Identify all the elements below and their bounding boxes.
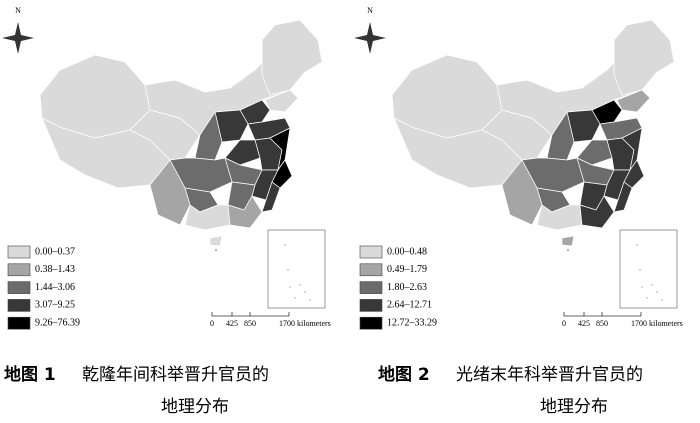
inset-island — [309, 299, 311, 301]
province — [264, 89, 299, 113]
legend-swatch — [359, 281, 383, 294]
inset-island — [641, 286, 643, 288]
compass-rose — [2, 22, 34, 54]
inset-island — [287, 269, 289, 271]
island — [567, 249, 569, 251]
inset-frame — [619, 229, 678, 309]
caption-label: 地图 2 — [378, 364, 430, 385]
inset-island — [646, 297, 648, 299]
legend-swatch — [7, 263, 31, 277]
legend-label: 0.38–1.43 — [35, 264, 75, 275]
inset-island — [299, 284, 301, 286]
province — [261, 19, 323, 96]
caption-title: 乾隆年间科举晋升官员的 — [82, 365, 269, 385]
inset-island — [294, 297, 296, 299]
province — [613, 19, 675, 96]
legend-swatch — [359, 245, 383, 259]
scale-label: 1700 kilometers — [279, 319, 331, 328]
legend-label: 12.72–33.29 — [387, 317, 437, 328]
province — [579, 195, 615, 229]
inset-frame — [267, 229, 326, 309]
province — [194, 111, 223, 161]
map-panel: N 0.00–0.37 0.38–1.43 1.44–3.06 3.07–9.25 9.2… — [2, 6, 331, 417]
legend-label: 0.00–0.48 — [387, 246, 427, 257]
inset-island — [651, 284, 653, 286]
inset-island — [661, 299, 663, 301]
legend-label: 1.80–2.63 — [387, 282, 427, 293]
compass-rose — [354, 22, 386, 54]
province — [613, 181, 633, 213]
province — [227, 195, 263, 229]
map-panel: N 0.00–0.48 0.49–1.79 1.80–2.63 2.64–12.71 12… — [354, 6, 683, 417]
caption-title-line2: 地理分布 — [161, 397, 229, 417]
inset-island — [289, 286, 291, 288]
scale-label: 0 — [210, 319, 214, 328]
inset-island — [636, 244, 638, 246]
province — [261, 181, 281, 213]
island — [215, 249, 217, 251]
legend-swatch — [359, 299, 383, 312]
legend-swatch — [7, 281, 31, 294]
province — [546, 111, 575, 161]
compass-label: N — [367, 6, 373, 15]
province — [536, 204, 583, 231]
legend-label: 3.07–9.25 — [35, 300, 75, 311]
inset-island — [639, 269, 641, 271]
legend-swatch — [359, 316, 383, 330]
caption-label: 地图 1 — [4, 364, 56, 385]
legend-swatch — [7, 316, 31, 330]
caption-title: 光绪末年科举晋升官员的 — [456, 365, 643, 385]
legend-label: 9.26–76.39 — [35, 317, 80, 328]
province — [576, 139, 613, 166]
legend-label: 1.44–3.06 — [35, 282, 75, 293]
province — [561, 235, 575, 247]
inset-island — [656, 291, 658, 293]
legend-swatch — [359, 263, 383, 277]
province — [209, 235, 223, 247]
scale-label: 425 — [226, 319, 238, 328]
province — [616, 89, 651, 113]
legend-swatch — [7, 299, 31, 312]
scale-label: 850 — [596, 319, 608, 328]
legend-label: 0.49–1.79 — [387, 264, 427, 275]
legend-label: 2.64–12.71 — [387, 300, 432, 311]
scale-label: 1700 kilometers — [631, 319, 683, 328]
legend-label: 0.00–0.37 — [35, 246, 75, 257]
province — [184, 204, 231, 231]
scale-label: 425 — [578, 319, 590, 328]
compass-label: N — [15, 6, 21, 15]
legend-swatch — [7, 245, 31, 259]
inset-island — [304, 291, 306, 293]
caption-title-line2: 地理分布 — [540, 397, 608, 417]
inset-island — [284, 244, 286, 246]
scale-label: 850 — [244, 319, 256, 328]
province — [224, 139, 261, 166]
scale-label: 0 — [562, 319, 566, 328]
